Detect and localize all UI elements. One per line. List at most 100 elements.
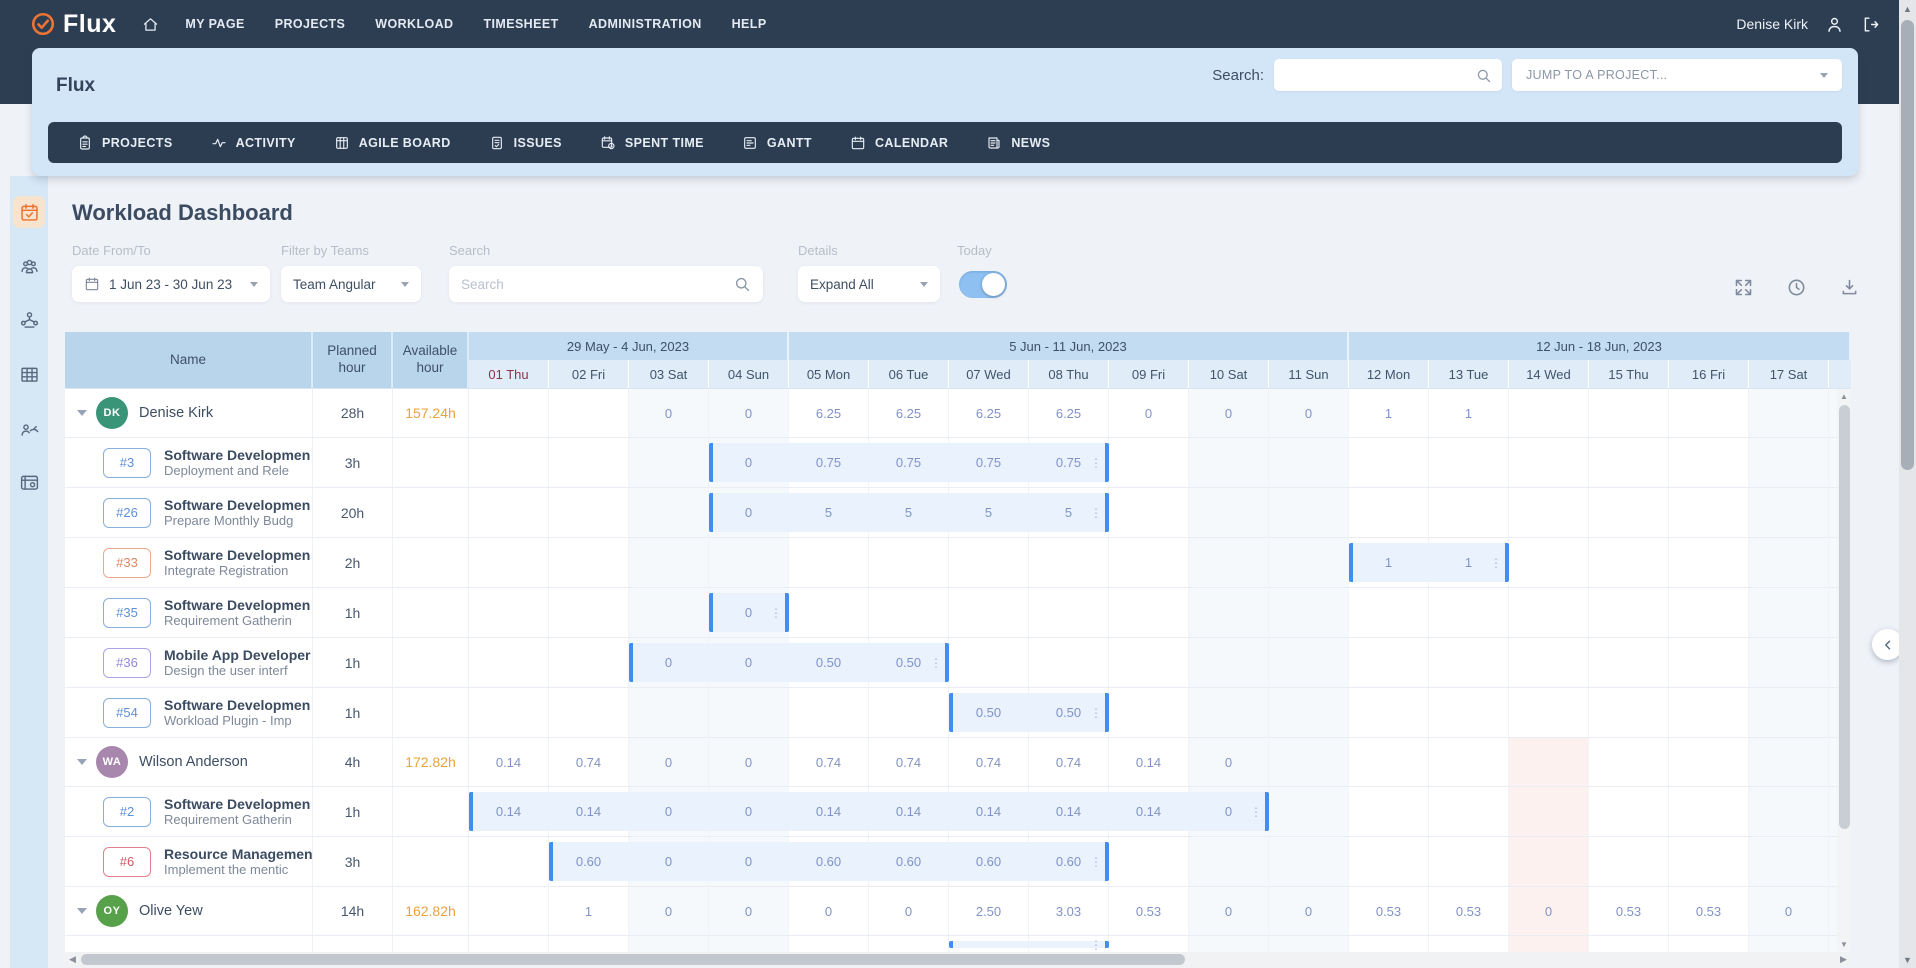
day-cell[interactable] — [1269, 488, 1349, 537]
day-cell[interactable] — [1349, 438, 1429, 487]
day-cell[interactable] — [1589, 438, 1669, 487]
day-cell[interactable] — [1189, 488, 1269, 537]
sidebar-item-teams[interactable] — [13, 250, 45, 282]
page-scroll-up-arrow[interactable]: ▲ — [1899, 0, 1916, 17]
day-cell[interactable]: 6.25 — [1029, 389, 1109, 437]
day-cell[interactable] — [789, 588, 869, 637]
day-cell[interactable] — [789, 688, 869, 737]
day-cell[interactable] — [1269, 837, 1349, 886]
day-cell[interactable] — [1109, 936, 1189, 952]
day-cell[interactable]: 0 — [629, 887, 709, 935]
day-cell[interactable] — [629, 438, 709, 487]
day-cell[interactable] — [1189, 688, 1269, 737]
nav-item-administration[interactable]: ADMINISTRATION — [589, 17, 702, 31]
flux-logo[interactable]: Flux — [30, 10, 116, 39]
day-cell[interactable] — [709, 538, 789, 587]
day-cell[interactable] — [1349, 837, 1429, 886]
day-cell[interactable] — [469, 837, 549, 886]
day-cell[interactable]: 0.53 — [1589, 887, 1669, 935]
day-cell[interactable] — [1669, 936, 1749, 952]
day-cell[interactable] — [1509, 787, 1589, 836]
day-cell[interactable] — [1269, 638, 1349, 687]
nav-item-help[interactable]: HELP — [732, 17, 767, 31]
day-cell[interactable]: 0.53 — [1349, 887, 1429, 935]
issue-badge[interactable]: #54 — [103, 698, 151, 728]
day-cell[interactable] — [1749, 438, 1829, 487]
day-cell[interactable] — [549, 538, 629, 587]
day-cell[interactable] — [1589, 936, 1669, 952]
day-cell[interactable] — [1349, 638, 1429, 687]
day-cell[interactable]: 0 — [1269, 389, 1349, 437]
day-cell[interactable] — [1749, 488, 1829, 537]
day-cell[interactable] — [1269, 787, 1349, 836]
day-cell[interactable] — [1429, 488, 1509, 537]
day-cell[interactable] — [1109, 538, 1189, 587]
day-cell[interactable]: 0 — [1509, 887, 1589, 935]
drag-handle-icon[interactable]: ⋮ — [1090, 507, 1102, 519]
day-cell[interactable] — [789, 538, 869, 587]
current-user-name[interactable]: Denise Kirk — [1736, 16, 1808, 32]
day-cell[interactable] — [1749, 936, 1829, 952]
drag-handle-icon[interactable]: ⋮ — [1090, 939, 1102, 951]
day-cell[interactable]: 0 — [869, 887, 949, 935]
tab-agile-board[interactable]: AGILE BOARD — [315, 122, 470, 163]
day-cell[interactable]: 0.14 — [469, 738, 549, 786]
day-cell[interactable] — [949, 588, 1029, 637]
day-cell[interactable] — [1269, 738, 1349, 786]
drag-handle-icon[interactable]: ⋮ — [770, 607, 782, 619]
day-cell[interactable]: 0.74 — [949, 738, 1029, 786]
scroll-down-arrow[interactable]: ▼ — [1837, 937, 1851, 951]
day-cell[interactable] — [1029, 638, 1109, 687]
page-scrollbar[interactable]: ▲ ▼ — [1899, 0, 1916, 968]
day-cell[interactable]: 1 — [1349, 389, 1429, 437]
day-cell[interactable] — [1509, 488, 1589, 537]
day-cell[interactable] — [1429, 738, 1509, 786]
day-cell[interactable] — [1509, 588, 1589, 637]
day-cell[interactable] — [1429, 688, 1509, 737]
tab-news[interactable]: NEWS — [967, 122, 1069, 163]
day-cell[interactable]: 1 — [549, 887, 629, 935]
day-cell[interactable] — [549, 688, 629, 737]
day-cell[interactable] — [1109, 588, 1189, 637]
day-cell[interactable] — [469, 438, 549, 487]
day-cell[interactable] — [869, 688, 949, 737]
drag-handle-icon[interactable]: ⋮ — [1090, 856, 1102, 868]
day-cell[interactable] — [1749, 638, 1829, 687]
day-cell[interactable] — [1669, 588, 1749, 637]
nav-item-my-page[interactable]: MY PAGE — [185, 17, 244, 31]
horizontal-scrollbar[interactable]: ◀ ▶ — [65, 952, 1851, 967]
day-cell[interactable] — [1109, 837, 1189, 886]
sidebar-item-workload[interactable] — [13, 196, 45, 228]
day-cell[interactable]: 3.03 — [1029, 887, 1109, 935]
day-cell[interactable] — [789, 936, 869, 952]
issue-badge[interactable]: #2 — [103, 797, 151, 827]
day-cell[interactable] — [1589, 638, 1669, 687]
day-cell[interactable] — [1669, 438, 1749, 487]
day-cell[interactable] — [549, 488, 629, 537]
day-cell[interactable] — [1589, 738, 1669, 786]
day-cell[interactable]: 0.74 — [869, 738, 949, 786]
day-cell[interactable] — [549, 438, 629, 487]
chevron-down-icon[interactable] — [77, 908, 87, 914]
tab-activity[interactable]: ACTIVITY — [192, 122, 315, 163]
day-cell[interactable] — [1669, 389, 1749, 437]
tab-issues[interactable]: ISSUES — [470, 122, 581, 163]
day-cell[interactable] — [1349, 588, 1429, 637]
day-cell[interactable] — [1669, 638, 1749, 687]
day-cell[interactable] — [1189, 438, 1269, 487]
day-cell[interactable] — [1189, 588, 1269, 637]
workload-bar[interactable]: ⋮ — [1349, 543, 1509, 582]
day-cell[interactable] — [1269, 538, 1349, 587]
page-scroll-thumb[interactable] — [1901, 20, 1914, 470]
issue-badge[interactable]: #35 — [103, 598, 151, 628]
day-cell[interactable] — [1109, 488, 1189, 537]
day-cell[interactable] — [1349, 936, 1429, 952]
teams-select[interactable]: Team Angular — [281, 266, 421, 302]
user-profile-icon[interactable] — [1825, 15, 1844, 34]
day-cell[interactable]: 0 — [709, 389, 789, 437]
day-cell[interactable] — [1029, 538, 1109, 587]
day-cell[interactable] — [1749, 588, 1829, 637]
download-button[interactable] — [1839, 277, 1860, 298]
day-cell[interactable] — [1509, 688, 1589, 737]
day-cell[interactable] — [1109, 438, 1189, 487]
